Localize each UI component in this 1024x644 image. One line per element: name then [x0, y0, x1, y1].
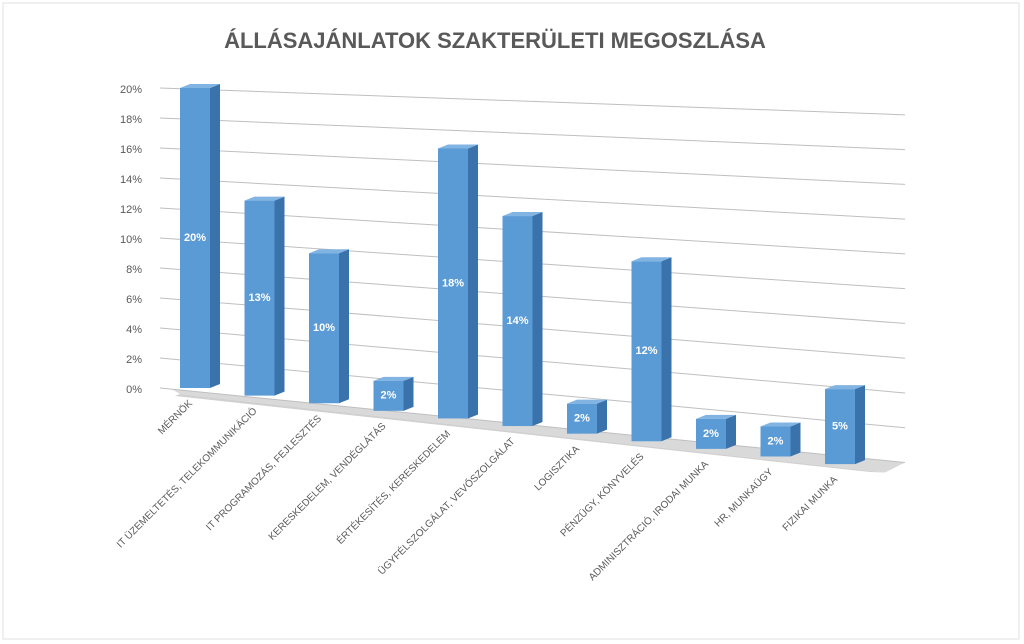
- y-tick-label: 4%: [126, 324, 142, 336]
- grid-line: [159, 177, 906, 220]
- bar-front: [309, 253, 339, 404]
- bar-side: [597, 399, 607, 434]
- grid-line: [159, 147, 906, 185]
- bar-side: [726, 414, 736, 449]
- data-label: 20%: [184, 232, 206, 244]
- bar-front: [760, 426, 791, 457]
- y-tick-label: 16%: [120, 144, 142, 156]
- bar-side: [339, 249, 349, 404]
- bar: [825, 385, 865, 465]
- data-label: 5%: [832, 421, 848, 433]
- y-tick-label: 0%: [126, 384, 142, 396]
- bar: [502, 212, 543, 427]
- chart-title: ÁLLÁSAJÁNLATOK SZAKTERÜLETI MEGOSZLÁSA: [224, 28, 766, 53]
- bar-top: [825, 385, 865, 390]
- bar: [696, 414, 736, 449]
- bar-side: [532, 212, 543, 427]
- bar-top: [760, 422, 801, 427]
- bar-top: [696, 414, 736, 419]
- bar: [373, 376, 414, 411]
- y-tick-label: 12%: [120, 204, 142, 216]
- data-label: 2%: [574, 413, 590, 425]
- data-label: 2%: [381, 390, 397, 402]
- bar-top: [373, 376, 414, 381]
- y-tick-label: 14%: [120, 174, 142, 186]
- bar: [631, 257, 672, 442]
- bar-side: [790, 422, 801, 457]
- bar: [760, 422, 801, 457]
- bar-side: [661, 257, 672, 442]
- floor-front: [175, 394, 885, 473]
- bar-front: [180, 88, 210, 388]
- y-tick-label: 6%: [126, 294, 142, 306]
- bar-front: [244, 200, 275, 396]
- y-tick-label: 10%: [120, 234, 142, 246]
- bar-top: [567, 399, 607, 404]
- bar-top: [438, 144, 478, 149]
- bar-front: [567, 403, 597, 434]
- bar-top: [502, 212, 543, 217]
- bar: [180, 84, 220, 388]
- bar-side: [274, 196, 285, 396]
- data-label: 2%: [703, 428, 719, 440]
- bar-front: [631, 261, 662, 442]
- y-tick-label: 20%: [120, 84, 142, 96]
- bar-front: [696, 418, 726, 449]
- data-label: 2%: [768, 435, 784, 447]
- grid-line: [159, 117, 906, 151]
- bar-top: [309, 249, 349, 254]
- bar-front: [502, 216, 533, 427]
- y-tick-label: 2%: [126, 354, 142, 366]
- bar-top: [180, 84, 220, 88]
- bar: [244, 196, 285, 396]
- data-label: 18%: [442, 277, 464, 289]
- bar-side: [855, 385, 865, 465]
- data-label: 13%: [248, 292, 270, 304]
- data-label: 10%: [313, 322, 335, 334]
- bar: [309, 249, 349, 404]
- y-tick-label: 8%: [126, 264, 142, 276]
- bar-front: [438, 148, 468, 419]
- grid-line: [159, 87, 906, 116]
- bar-side: [403, 376, 414, 411]
- bar-top: [631, 257, 672, 262]
- bar-top: [244, 196, 285, 201]
- bar-front: [373, 380, 404, 411]
- data-label: 12%: [635, 345, 657, 357]
- floor: [172, 389, 905, 473]
- bar-side: [210, 84, 220, 388]
- bar: [438, 144, 478, 419]
- y-tick-label: 18%: [120, 114, 142, 126]
- bar-side: [468, 144, 478, 419]
- data-label: 14%: [506, 315, 528, 327]
- bar-front: [825, 389, 855, 465]
- bar: [567, 399, 607, 434]
